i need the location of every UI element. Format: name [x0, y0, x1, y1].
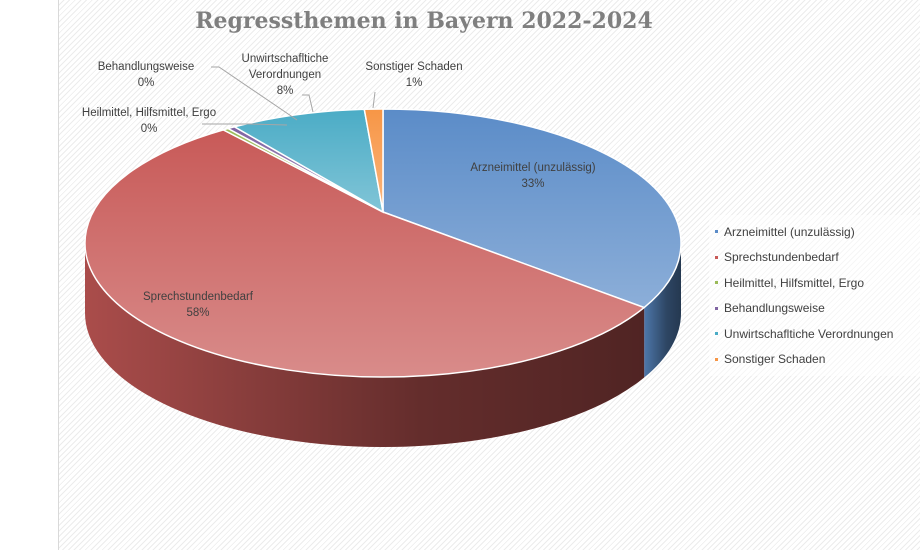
data-label: 33% — [521, 178, 544, 190]
legend-label: Behandlungsweise — [724, 301, 825, 316]
legend-item: Sonstiger Schaden — [715, 347, 915, 373]
data-label: Behandlungsweise — [98, 61, 195, 73]
pie-slice-highlight — [228, 126, 383, 212]
leader-line — [202, 123, 288, 126]
legend-item: Heilmittel, Hilfsmittel, Ergo — [715, 270, 915, 296]
data-label: Sprechstundenbedarf — [143, 291, 254, 303]
leader-line — [211, 66, 298, 121]
leader-line — [302, 94, 314, 113]
data-label: Arzneimittel (unzulässig) — [470, 162, 595, 174]
legend-item: Arzneimittel (unzulässig) — [715, 219, 915, 245]
legend-label: Unwirtschafltiche Verordnungen — [724, 326, 894, 341]
data-label: 58% — [186, 307, 209, 319]
legend-item: Behandlungsweise — [715, 296, 915, 322]
legend-label: Sonstiger Schaden — [724, 352, 826, 367]
data-label: Verordnungen — [249, 69, 321, 81]
pie-slice-highlight — [84, 129, 645, 377]
legend-item: Unwirtschafltiche Verordnungen — [715, 321, 915, 347]
legend: Arzneimittel (unzulässig) Sprechstundenb… — [709, 215, 920, 376]
pie-side-shade — [85, 243, 645, 447]
pie-slice-highlight — [234, 109, 383, 212]
data-label: Unwirtschafltiche — [242, 53, 329, 65]
pie-chart: Arzneimittel (unzulässig) 33% Sprechstunde… — [82, 53, 682, 447]
data-label: 8% — [277, 85, 294, 97]
legend-swatch — [715, 332, 718, 336]
legend-label: Sprechstundenbedarf — [724, 250, 839, 265]
legend-swatch — [715, 230, 718, 234]
leader-line — [372, 91, 376, 109]
pie-slice-highlight — [364, 109, 383, 212]
data-label: 0% — [141, 123, 158, 135]
data-label: 0% — [138, 77, 155, 89]
data-label: 1% — [406, 77, 423, 89]
legend-label: Heilmittel, Hilfsmittel, Ergo — [724, 275, 865, 290]
pie-slice-highlight — [383, 109, 681, 308]
legend-swatch — [715, 255, 718, 259]
legend-swatch — [715, 281, 718, 285]
legend-swatch — [715, 357, 718, 361]
chart-area: Regressthemen in Bayern 2022-2024 Arznei… — [58, 0, 920, 550]
legend-swatch — [715, 306, 718, 310]
data-label: Sonstiger Schaden — [365, 61, 462, 73]
legend-item: Sprechstundenbedarf — [715, 245, 915, 271]
chart-title: Regressthemen in Bayern 2022-2024 — [195, 8, 653, 34]
legend-label: Arzneimittel (unzulässig) — [724, 224, 855, 239]
data-label: Heilmittel, Hilfsmittel, Ergo — [82, 107, 216, 119]
